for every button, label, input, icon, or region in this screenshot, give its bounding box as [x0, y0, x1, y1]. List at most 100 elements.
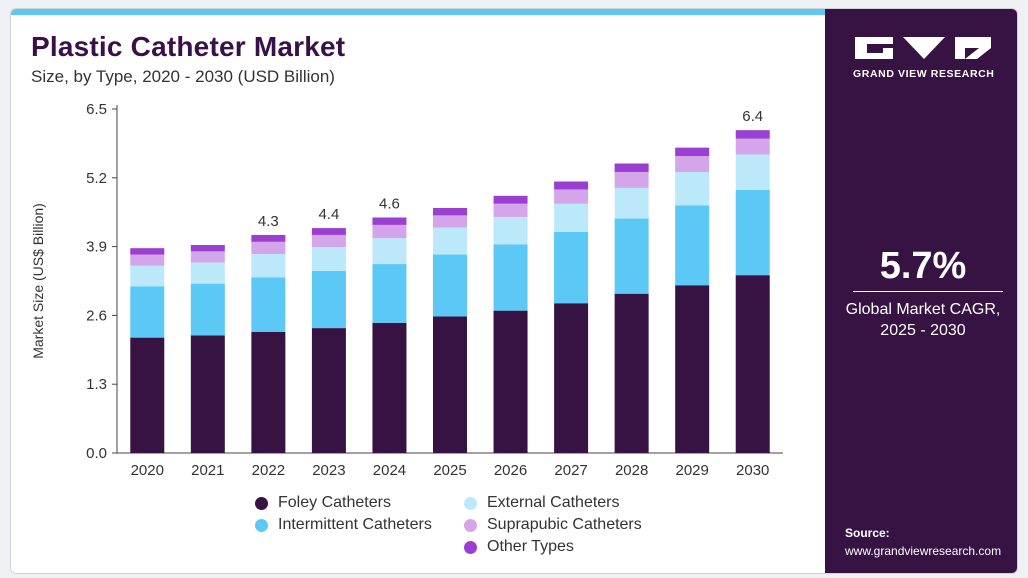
bar-segment [493, 216, 528, 245]
bar-segment [190, 283, 225, 336]
bar-segment [614, 163, 649, 172]
bar-segment [251, 234, 286, 242]
source-label: Source: [845, 526, 890, 540]
bar-segment [433, 316, 467, 453]
bar-segment [190, 335, 225, 453]
chart-title: Plastic Catheter Market [31, 31, 346, 62]
bar-segment [493, 244, 528, 311]
stacked-bar-chart: 0.0 1.3 2.6 3.9 5.2 6.5 Market Size (US$ Billi… [30, 101, 783, 479]
bar-segment [311, 228, 346, 235]
legend-swatch [464, 541, 477, 554]
divider [853, 291, 1003, 292]
bar-segment [554, 203, 589, 232]
x-tick-label: 2029 [675, 462, 708, 479]
bar-segment [433, 227, 467, 255]
bar-segment [735, 138, 770, 155]
bar-segment [372, 264, 407, 323]
bar-segment [130, 337, 165, 453]
bar-segment [190, 251, 225, 263]
bar-segment [433, 215, 467, 228]
legend-label: External Catheters [487, 494, 620, 511]
y-tick-label: 2.6 [86, 307, 107, 324]
y-axis-title: Market Size (US$ Billion) [30, 203, 46, 359]
bar-segment [735, 130, 770, 139]
bar-segment [251, 254, 286, 278]
x-tick-label: 2022 [252, 462, 285, 479]
bar-segment [735, 189, 770, 276]
x-tick-label: 2024 [373, 462, 406, 479]
bar-segment [614, 187, 649, 219]
bar-segment [311, 328, 346, 453]
legend-swatch [464, 497, 477, 510]
source-url: www.grandviewresearch.com [845, 544, 1002, 558]
y-tick-label: 3.9 [86, 239, 107, 256]
legend-swatch [464, 519, 477, 532]
y-tick-label: 5.2 [86, 170, 107, 187]
bar-segment [614, 293, 649, 453]
bar-segment [493, 203, 528, 217]
bar-segment [311, 234, 346, 248]
bar-segment [675, 205, 710, 286]
brand-name: GRAND VIEW RESEARCH [853, 68, 995, 80]
bar-segment [675, 156, 710, 172]
bar-segment [675, 285, 710, 453]
bar-segment [735, 275, 770, 453]
legend-label: Suprapubic Catheters [487, 516, 642, 533]
cagr-label-line2: 2025 - 2030 [880, 322, 966, 339]
bar-segment [311, 247, 346, 271]
x-tick-label: 2023 [312, 462, 345, 479]
bar-segment [614, 171, 649, 188]
gvr-logo-icon [855, 37, 991, 59]
bar-segment [190, 245, 225, 252]
bar-segment [130, 286, 165, 338]
x-tick-label: 2028 [615, 462, 648, 479]
y-tick-label: 6.5 [86, 101, 107, 118]
x-tick-label: 2020 [131, 462, 164, 479]
x-tick-label: 2021 [191, 462, 224, 479]
bar-segment [614, 218, 649, 294]
chart-subtitle: Size, by Type, 2020 - 2030 (USD Billion) [31, 67, 335, 86]
bar-segment [130, 248, 165, 255]
legend-label: Other Types [487, 538, 574, 555]
bar-segment [372, 238, 407, 265]
bar-segment [251, 241, 286, 255]
bar-segment [130, 254, 165, 266]
bar-segment [554, 181, 589, 190]
bar-segment [554, 231, 589, 304]
bar-segment [190, 262, 225, 284]
bar-segment [251, 277, 286, 332]
y-tick-label: 1.3 [86, 376, 107, 393]
cagr-value: 5.7% [879, 245, 967, 287]
x-tick-label: 2030 [736, 462, 769, 479]
legend-swatch [255, 519, 268, 532]
accent-top-bar [11, 9, 825, 15]
bar-segment [554, 303, 589, 453]
legend-swatch [255, 497, 268, 510]
bar-segment [735, 154, 770, 190]
bar-segment [433, 254, 467, 317]
bar-segment [493, 310, 528, 453]
x-tick-label: 2027 [554, 462, 587, 479]
bar-segment [311, 270, 346, 329]
bar-segment [675, 171, 710, 206]
data-label: 4.6 [379, 195, 400, 212]
bar-segment [372, 322, 407, 453]
x-tick-label: 2025 [433, 462, 466, 479]
cagr-label: Global Market CAGR, 2025 - 2030 [825, 299, 1017, 341]
bar-segment [554, 189, 589, 204]
bar-segment [251, 331, 286, 453]
data-label: 6.4 [742, 108, 763, 125]
bar-segment [130, 265, 165, 287]
bar-segment [372, 224, 407, 239]
y-tick-label: 0.0 [86, 445, 107, 462]
legend-label: Intermittent Catheters [278, 516, 432, 533]
x-tick-label: 2026 [494, 462, 527, 479]
infographic-card: Plastic Catheter Market Size, by Type, 2… [10, 8, 1018, 574]
bar-segment [433, 207, 467, 216]
sidebar-panel: GRAND VIEW RESEARCH 5.7% Global Market C… [825, 9, 1017, 573]
data-label: 4.4 [318, 206, 339, 223]
bar-segment [493, 195, 528, 204]
data-label: 4.3 [258, 213, 279, 230]
cagr-label-line1: Global Market CAGR, [845, 301, 1001, 318]
legend-label: Foley Catheters [278, 494, 391, 511]
